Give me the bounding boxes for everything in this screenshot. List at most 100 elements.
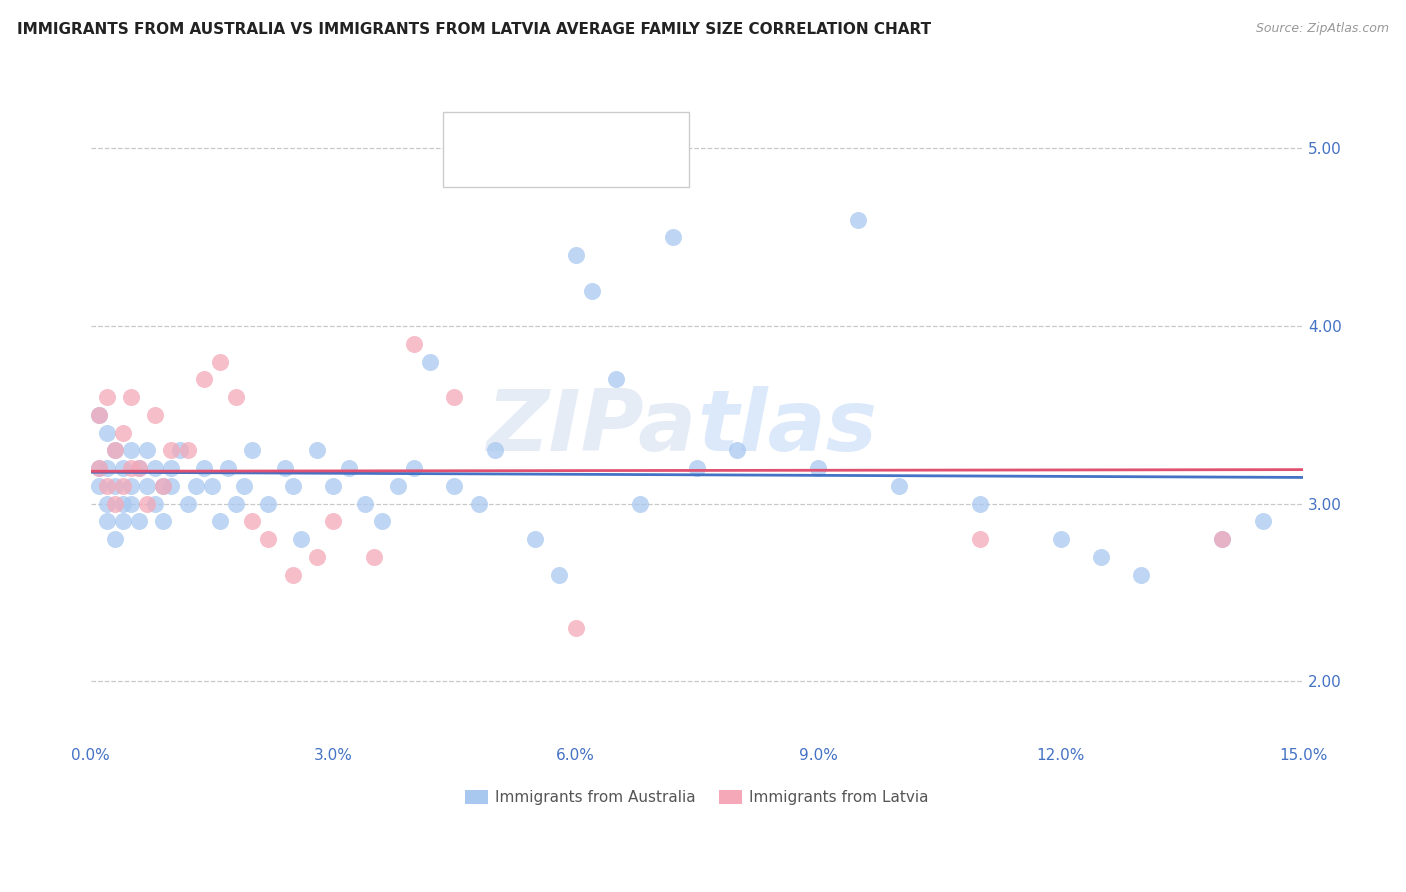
Point <box>548 567 571 582</box>
Point <box>281 479 304 493</box>
Point <box>128 514 150 528</box>
Point <box>152 479 174 493</box>
Point <box>111 497 134 511</box>
Point <box>1251 514 1274 528</box>
Point <box>281 567 304 582</box>
Point <box>208 354 231 368</box>
Point <box>370 514 392 528</box>
Point <box>257 532 280 546</box>
Point <box>208 514 231 528</box>
Point <box>96 461 118 475</box>
Point <box>176 497 198 511</box>
Point <box>969 497 991 511</box>
Point <box>96 514 118 528</box>
Point <box>564 621 586 635</box>
Point <box>104 532 127 546</box>
Point <box>725 443 748 458</box>
Point <box>160 443 183 458</box>
Point <box>402 336 425 351</box>
Point <box>1211 532 1233 546</box>
Point <box>443 479 465 493</box>
Point <box>104 443 127 458</box>
Point <box>176 443 198 458</box>
Point <box>305 549 328 564</box>
Point <box>120 497 142 511</box>
Point <box>240 514 263 528</box>
Point <box>136 497 159 511</box>
Point <box>96 390 118 404</box>
Point <box>143 497 166 511</box>
Point <box>111 425 134 440</box>
Point <box>273 461 295 475</box>
Point <box>169 443 191 458</box>
Point <box>160 461 183 475</box>
Point <box>111 514 134 528</box>
Point <box>193 372 215 386</box>
Point <box>305 443 328 458</box>
Point <box>290 532 312 546</box>
Point <box>152 514 174 528</box>
Point <box>443 390 465 404</box>
Point <box>257 497 280 511</box>
Point <box>111 479 134 493</box>
Point <box>217 461 239 475</box>
Point <box>233 479 256 493</box>
Point <box>136 443 159 458</box>
Point <box>887 479 910 493</box>
Point <box>322 479 344 493</box>
Point <box>807 461 830 475</box>
Point <box>120 443 142 458</box>
Point <box>605 372 627 386</box>
Point <box>152 479 174 493</box>
Text: ZIPa: ZIPa <box>486 386 697 469</box>
Point <box>96 497 118 511</box>
Point <box>387 479 409 493</box>
Point <box>686 461 709 475</box>
Point <box>87 408 110 422</box>
Legend: Immigrants from Australia, Immigrants from Latvia: Immigrants from Australia, Immigrants fr… <box>458 784 935 811</box>
Point <box>1049 532 1071 546</box>
Point <box>1211 532 1233 546</box>
Point <box>120 390 142 404</box>
Point <box>225 390 247 404</box>
Point <box>225 497 247 511</box>
Point <box>143 461 166 475</box>
Point <box>1130 567 1153 582</box>
Point <box>848 212 870 227</box>
Point <box>104 443 127 458</box>
Text: IMMIGRANTS FROM AUSTRALIA VS IMMIGRANTS FROM LATVIA AVERAGE FAMILY SIZE CORRELAT: IMMIGRANTS FROM AUSTRALIA VS IMMIGRANTS … <box>17 22 931 37</box>
Point <box>524 532 547 546</box>
Point <box>120 461 142 475</box>
Point <box>363 549 385 564</box>
Point <box>184 479 207 493</box>
Point <box>160 479 183 493</box>
Point <box>581 284 603 298</box>
Point <box>628 497 651 511</box>
Point <box>564 248 586 262</box>
Point <box>96 479 118 493</box>
Point <box>402 461 425 475</box>
Text: tlas: tlas <box>697 386 877 469</box>
Point <box>193 461 215 475</box>
Point <box>419 354 441 368</box>
Point <box>337 461 360 475</box>
Point <box>484 443 506 458</box>
Point <box>128 461 150 475</box>
Text: R =  0.005  N = 30: R = 0.005 N = 30 <box>492 159 637 174</box>
Point <box>354 497 377 511</box>
Text: R = -0.020  N = 69: R = -0.020 N = 69 <box>492 125 637 140</box>
Point <box>240 443 263 458</box>
Point <box>96 425 118 440</box>
Point <box>136 479 159 493</box>
Point <box>128 461 150 475</box>
Point <box>661 230 683 244</box>
Point <box>111 461 134 475</box>
Point <box>322 514 344 528</box>
Point <box>87 461 110 475</box>
Point <box>87 479 110 493</box>
Point <box>120 479 142 493</box>
Point <box>87 461 110 475</box>
Point <box>104 479 127 493</box>
Point <box>467 497 489 511</box>
Point <box>201 479 224 493</box>
